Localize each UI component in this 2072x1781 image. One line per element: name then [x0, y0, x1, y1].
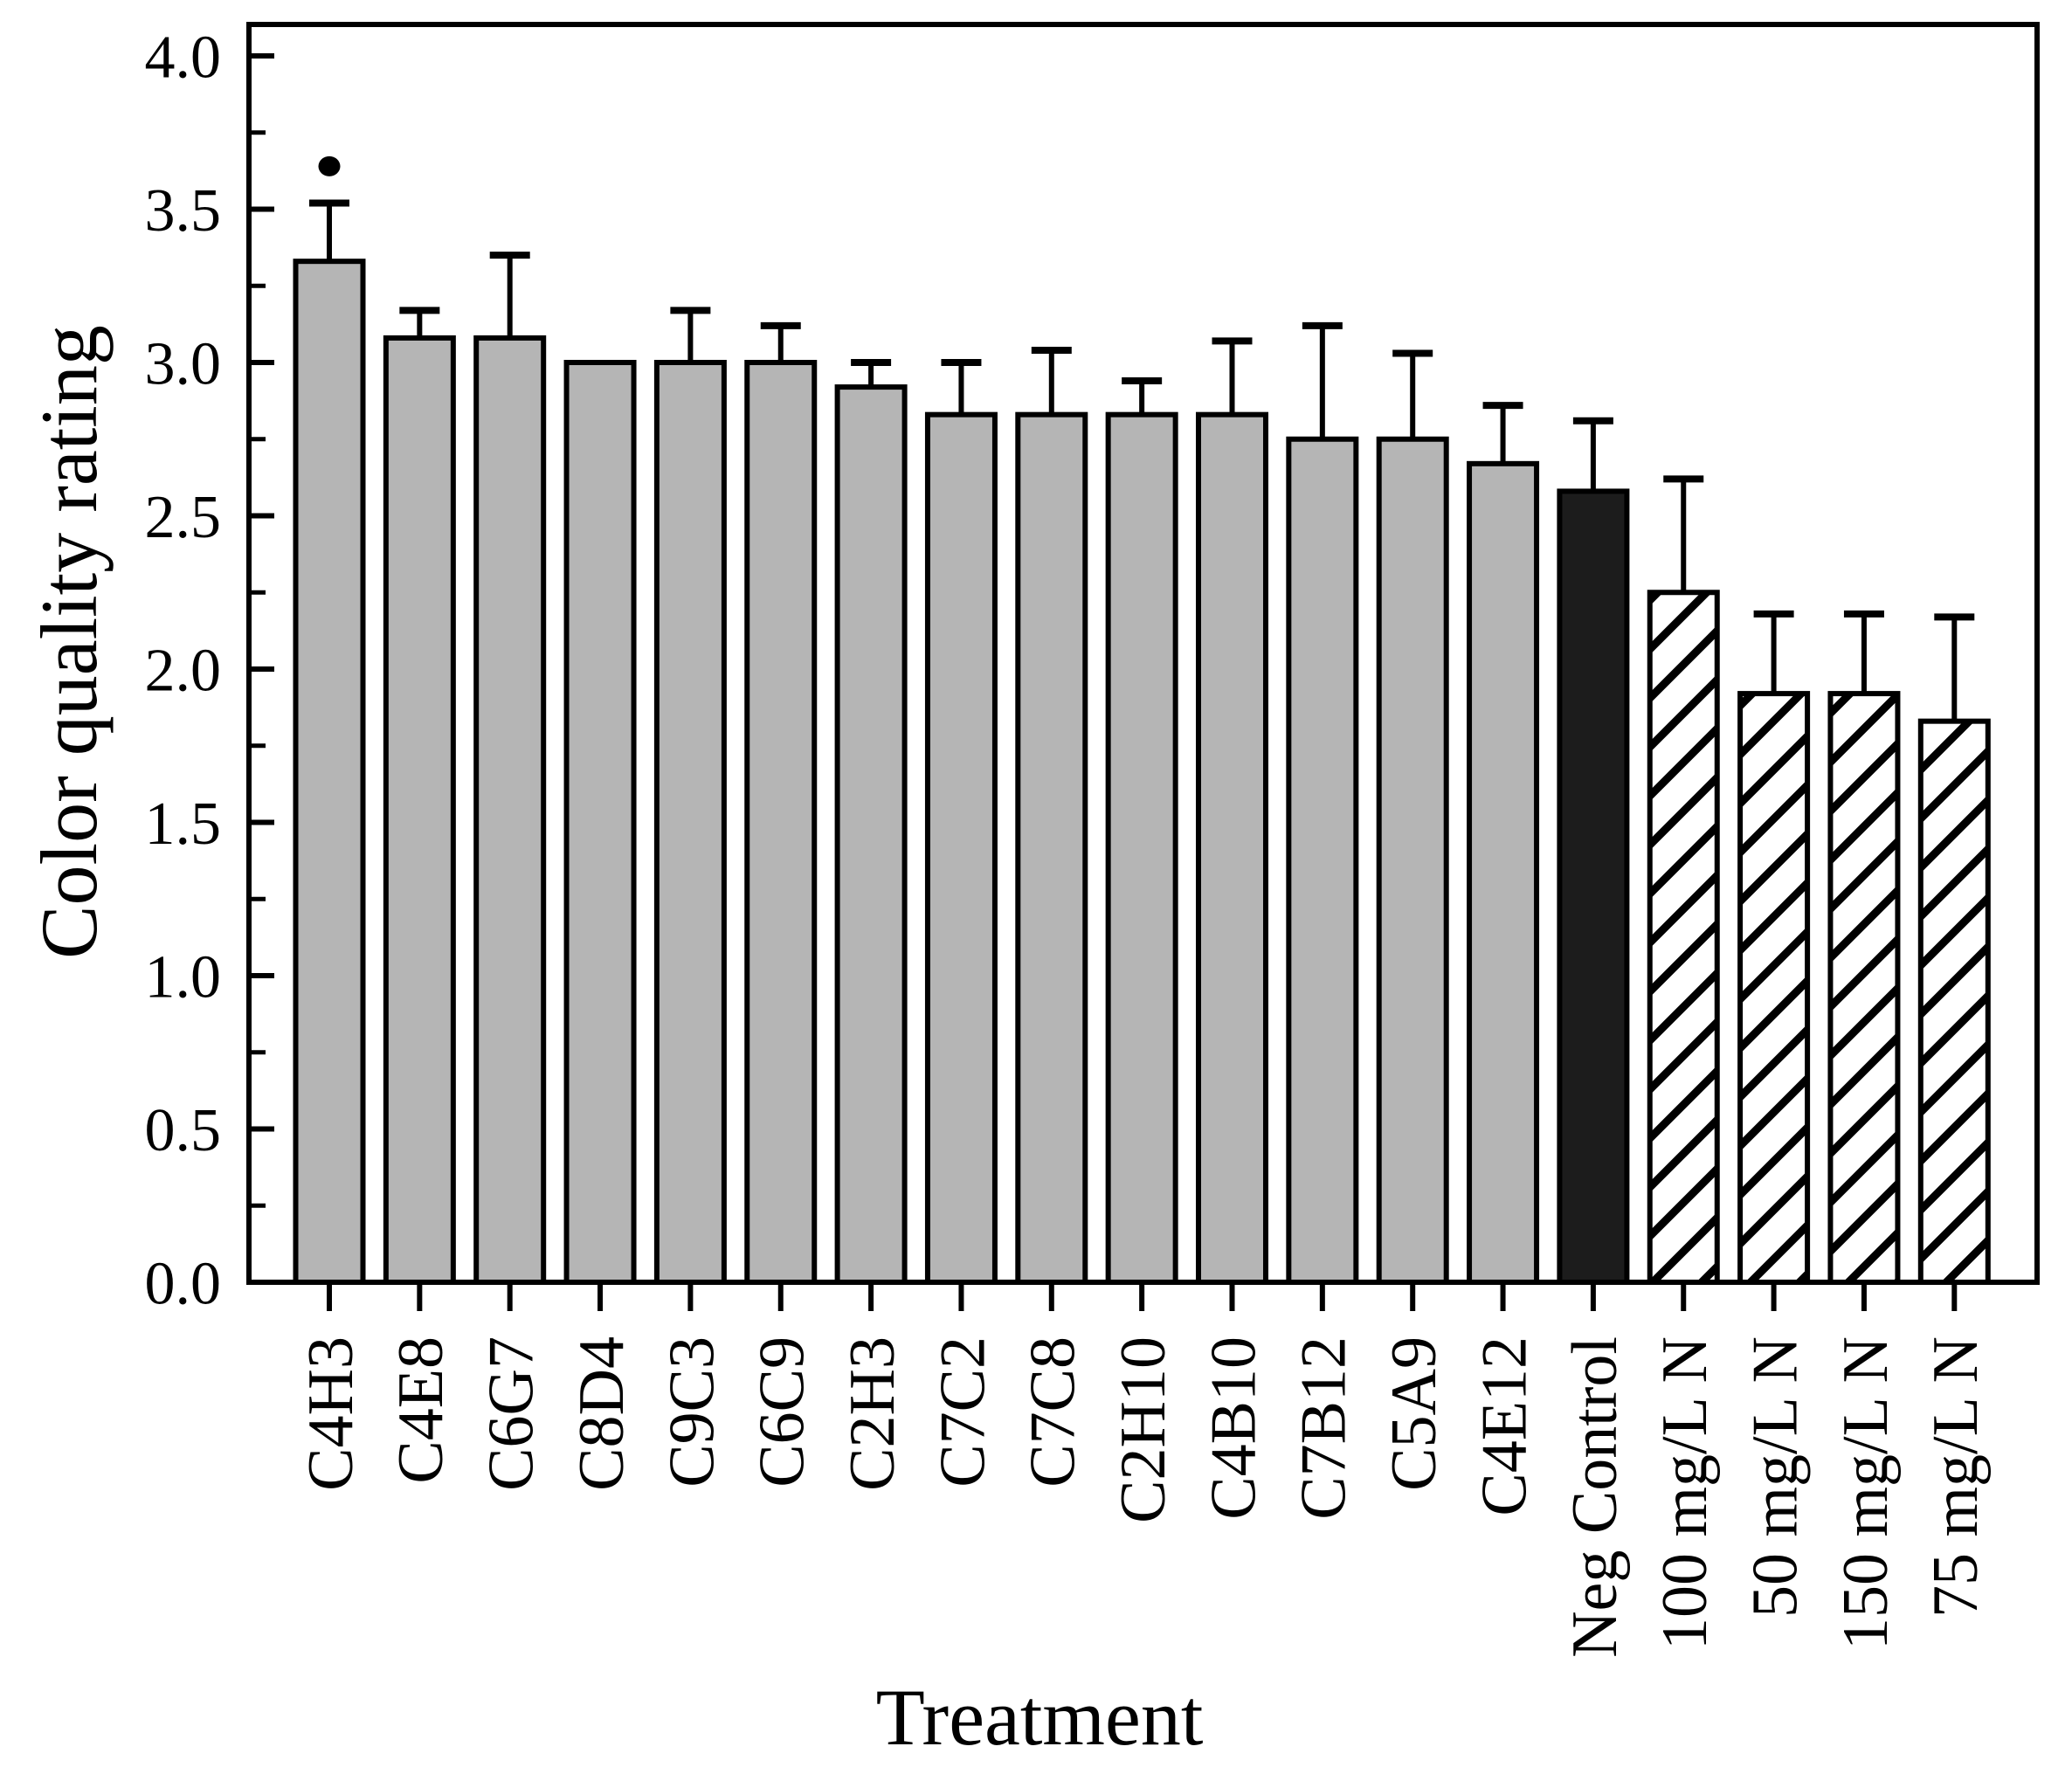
- x-category-label: C5A9: [1378, 1336, 1450, 1491]
- bar-C7C2: [924, 411, 998, 1286]
- y-tick-label: 0.0: [145, 1251, 222, 1318]
- x-category-label: Neg Control: [1559, 1336, 1631, 1658]
- error-bar-C2H10: [1122, 377, 1163, 415]
- bar-75-mg-L-N: [1917, 718, 1991, 1285]
- x-category-label: C4E12: [1468, 1336, 1540, 1516]
- bar-C7C8: [1015, 411, 1088, 1286]
- bar-C5A9: [1376, 436, 1449, 1285]
- error-bar-C5A9: [1392, 349, 1433, 439]
- x-category-label: 50 mg/L N: [1740, 1336, 1812, 1618]
- y-axis: 0.0 0.5 1.0 1.5 2.0 2.5 3.0 3.5 4.0: [145, 24, 274, 1318]
- y-tick-label: 2.0: [145, 638, 222, 705]
- x-category-label: C2H3: [837, 1336, 908, 1491]
- x-category-label: C4B10: [1198, 1336, 1269, 1520]
- y-tick-label: 3.0: [145, 331, 222, 398]
- x-category-label: C7C8: [1018, 1336, 1089, 1488]
- error-bar-C7B12: [1302, 321, 1343, 439]
- error-bar-C4E8: [399, 307, 440, 338]
- bar-C7B12: [1286, 436, 1359, 1285]
- error-bar-Neg-Control: [1572, 417, 1613, 492]
- error-bar-C6C9: [760, 321, 801, 362]
- x-axis: C4H3 C4E8 C6G7 C8D4 C9C3 C6C9 C2H3 C7C2 C7C8 C2H1…: [295, 1285, 1992, 1658]
- error-bar-C7C8: [1031, 346, 1072, 415]
- plot-border: [246, 22, 2040, 1285]
- y-tick-label: 1.0: [145, 944, 222, 1011]
- bar-C4E12: [1467, 460, 1540, 1285]
- error-bar-C4B10: [1212, 337, 1253, 415]
- bar-100-mg-L-N: [1647, 590, 1720, 1285]
- x-axis-title: Treatment: [876, 1673, 1204, 1762]
- x-category-label: 100 mg/L N: [1649, 1336, 1721, 1650]
- error-bars: [309, 199, 1975, 721]
- x-category-label: C2H10: [1108, 1336, 1179, 1523]
- bars: [293, 259, 1991, 1286]
- x-category-label: C9C3: [656, 1336, 728, 1488]
- y-axis-title: Color quality rating: [24, 325, 114, 959]
- bar-C2H3: [834, 384, 908, 1286]
- error-bar-75-mg-L-N: [1934, 613, 1975, 721]
- bar-Neg-Control: [1557, 488, 1630, 1285]
- x-category-label: C6G7: [476, 1336, 548, 1491]
- error-bar-C9C3: [670, 307, 711, 362]
- bar-C4H3: [293, 259, 366, 1285]
- significance-dot-icon: [318, 155, 341, 176]
- error-bar-C4H3: [309, 199, 349, 262]
- x-category-label: C4H3: [295, 1336, 367, 1491]
- error-bar-100-mg-L-N: [1663, 475, 1704, 593]
- bar-C9C3: [653, 360, 727, 1285]
- bar-C4B10: [1196, 411, 1268, 1286]
- y-tick-label: 2.5: [145, 484, 222, 551]
- bar-C6C9: [744, 360, 818, 1285]
- bar-50-mg-L-N: [1737, 691, 1811, 1285]
- error-bar-150-mg-L-N: [1843, 610, 1884, 694]
- x-category-label: C7C2: [927, 1336, 998, 1488]
- error-bar-C4E12: [1482, 402, 1523, 464]
- x-category-label: C8D4: [566, 1336, 638, 1491]
- bar-C2H10: [1105, 411, 1178, 1286]
- error-bar-C2H3: [851, 359, 892, 388]
- x-category-label: C4E8: [385, 1336, 457, 1484]
- bar-C6G7: [473, 335, 547, 1285]
- bar-C4E8: [383, 335, 456, 1285]
- error-bar-C6G7: [489, 252, 530, 338]
- y-tick-label: 3.5: [145, 177, 222, 245]
- bar-150-mg-L-N: [1827, 691, 1901, 1285]
- bar-C8D4: [563, 360, 637, 1285]
- y-tick-label: 4.0: [145, 24, 222, 92]
- x-category-label: C6C9: [747, 1336, 818, 1488]
- error-bar-C7C2: [941, 359, 982, 415]
- x-category-label: 150 mg/L N: [1830, 1336, 1902, 1650]
- y-tick-label: 1.5: [145, 790, 222, 858]
- x-category-label: 75 mg/L N: [1920, 1336, 1992, 1618]
- x-category-label: C7B12: [1288, 1336, 1360, 1520]
- error-bar-50-mg-L-N: [1753, 610, 1794, 694]
- y-tick-label: 0.5: [145, 1097, 222, 1164]
